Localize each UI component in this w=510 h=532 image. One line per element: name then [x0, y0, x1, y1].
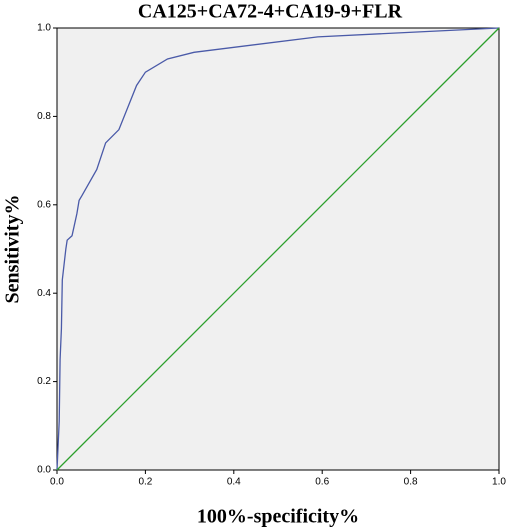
y-tick-label: 1.0	[37, 23, 51, 34]
x-tick-label: 1.0	[492, 477, 506, 488]
x-axis-label: 100%-specificity%	[197, 506, 359, 528]
x-tick-label: 0.2	[138, 477, 152, 488]
y-tick-label: 0.0	[37, 465, 51, 476]
y-tick-label: 0.8	[37, 111, 51, 122]
x-tick-label: 0.4	[227, 477, 241, 488]
y-tick-label: 0.6	[37, 199, 51, 210]
series-line	[56, 27, 500, 471]
series-line	[56, 27, 500, 471]
x-tick-label: 0.8	[404, 477, 418, 488]
y-tick-label: 0.2	[37, 376, 51, 387]
y-axis-label: Sensitivity%	[2, 195, 24, 304]
chart-title: CA125+CA72-4+CA19-9+FLR	[138, 1, 403, 23]
y-tick-label: 0.4	[37, 288, 51, 299]
x-tick-label: 0.6	[315, 477, 329, 488]
x-tick-label: 0.0	[50, 477, 64, 488]
